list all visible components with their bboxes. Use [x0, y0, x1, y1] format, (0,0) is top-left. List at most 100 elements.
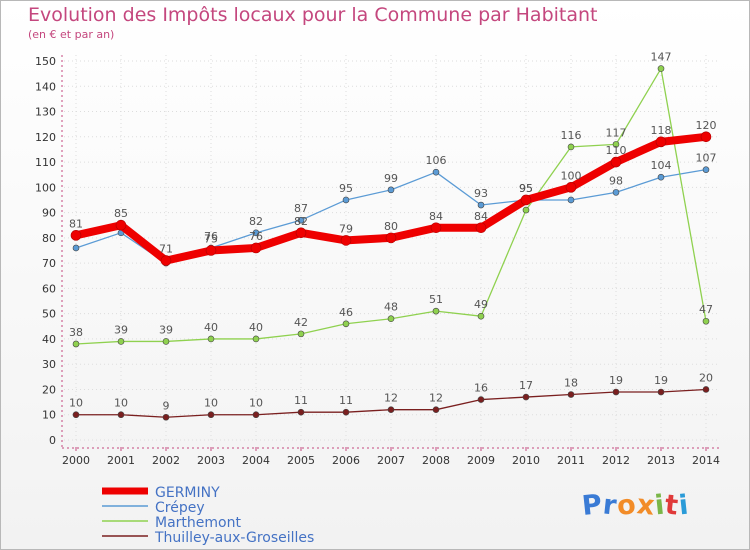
x-tick-label: 2001: [107, 454, 135, 467]
legend-label: GERMINY: [155, 485, 220, 501]
data-label: 95: [339, 182, 353, 195]
y-tick-label: 10: [42, 409, 56, 422]
y-tick-label: 130: [35, 106, 56, 119]
data-label: 82: [249, 215, 263, 228]
x-tick-label: 2010: [512, 454, 540, 467]
data-point: [385, 232, 397, 244]
data-label: 38: [69, 326, 83, 339]
data-label: 12: [429, 392, 443, 405]
x-tick-label: 2012: [602, 454, 630, 467]
data-point: [297, 408, 305, 416]
data-point: [162, 413, 170, 421]
data-label: 76: [204, 230, 218, 243]
data-label: 107: [696, 152, 717, 165]
data-label: 147: [651, 51, 672, 64]
data-point: [702, 386, 710, 393]
data-label: 19: [609, 374, 623, 387]
data-point: [250, 242, 262, 254]
data-point: [115, 219, 127, 231]
data-point: [520, 194, 532, 206]
data-label: 48: [384, 301, 398, 314]
data-label: 39: [159, 323, 173, 336]
data-label: 20: [699, 371, 713, 384]
y-tick-label: 150: [35, 55, 56, 68]
data-label: 42: [294, 316, 308, 329]
data-label: 99: [384, 172, 398, 185]
data-label: 95: [519, 182, 533, 195]
data-point: [432, 307, 440, 315]
data-point: [387, 186, 395, 194]
data-point: [295, 227, 307, 239]
y-tick-label: 30: [42, 358, 56, 371]
data-label: 110: [606, 144, 627, 157]
data-point: [702, 317, 710, 325]
data-point: [162, 338, 170, 345]
data-point: [117, 411, 125, 419]
data-point: [252, 335, 260, 343]
y-tick-label: 140: [35, 80, 56, 93]
data-point: [657, 65, 665, 72]
data-point: [475, 222, 487, 234]
x-tick-label: 2007: [377, 454, 405, 467]
data-point: [342, 196, 350, 204]
logo-letter: i: [677, 489, 692, 522]
y-tick-label: 110: [35, 156, 56, 169]
y-tick-label: 20: [42, 383, 56, 396]
x-tick-label: 2003: [197, 454, 225, 467]
data-point: [252, 411, 260, 419]
data-point: [657, 388, 665, 396]
y-tick-label: 120: [35, 131, 56, 144]
data-point: [297, 330, 305, 338]
data-label: 84: [429, 210, 443, 223]
data-label: 85: [114, 207, 128, 220]
data-point: [700, 131, 712, 143]
data-label: 51: [429, 293, 443, 306]
data-point: [207, 411, 215, 419]
data-label: 118: [651, 124, 672, 137]
y-tick-label: 80: [42, 232, 56, 245]
data-label: 11: [294, 394, 308, 407]
x-tick-label: 2006: [332, 454, 360, 467]
data-point: [205, 245, 217, 256]
y-tick-label: 90: [42, 207, 56, 220]
data-point: [522, 206, 530, 214]
data-label: 19: [654, 374, 668, 387]
data-point: [297, 216, 305, 224]
data-point: [477, 312, 485, 320]
data-label: 17: [519, 379, 533, 392]
data-label: 82: [294, 215, 308, 228]
data-label: 76: [249, 230, 263, 243]
data-label: 40: [204, 321, 218, 334]
data-point: [432, 406, 440, 413]
data-point: [72, 244, 80, 252]
data-point: [117, 338, 125, 345]
data-point: [702, 166, 710, 173]
data-label: 75: [204, 233, 218, 246]
y-tick-label: 40: [42, 333, 56, 346]
y-tick-label: 70: [42, 257, 56, 270]
data-label: 10: [204, 397, 218, 410]
data-label: 39: [114, 323, 128, 336]
data-label: 120: [696, 119, 717, 132]
x-tick-label: 2013: [647, 454, 675, 467]
chart-title: Evolution des Impôts locaux pour la Comm…: [28, 4, 598, 26]
data-point: [477, 396, 485, 403]
data-point: [567, 391, 575, 398]
legend-label: Marthemont: [155, 515, 241, 531]
data-point: [430, 222, 442, 234]
data-point: [657, 173, 665, 181]
data-label: 104: [651, 159, 672, 172]
data-point: [160, 255, 172, 266]
data-label: 79: [339, 222, 353, 235]
legend-label: Crépey: [155, 500, 205, 516]
data-label: 46: [339, 306, 353, 319]
data-label: 10: [249, 397, 263, 410]
y-tick-label: 50: [42, 308, 56, 321]
data-point: [340, 235, 352, 246]
x-tick-label: 2014: [692, 454, 720, 467]
x-tick-label: 2000: [62, 454, 90, 467]
data-label: 11: [339, 394, 353, 407]
data-point: [432, 168, 440, 176]
